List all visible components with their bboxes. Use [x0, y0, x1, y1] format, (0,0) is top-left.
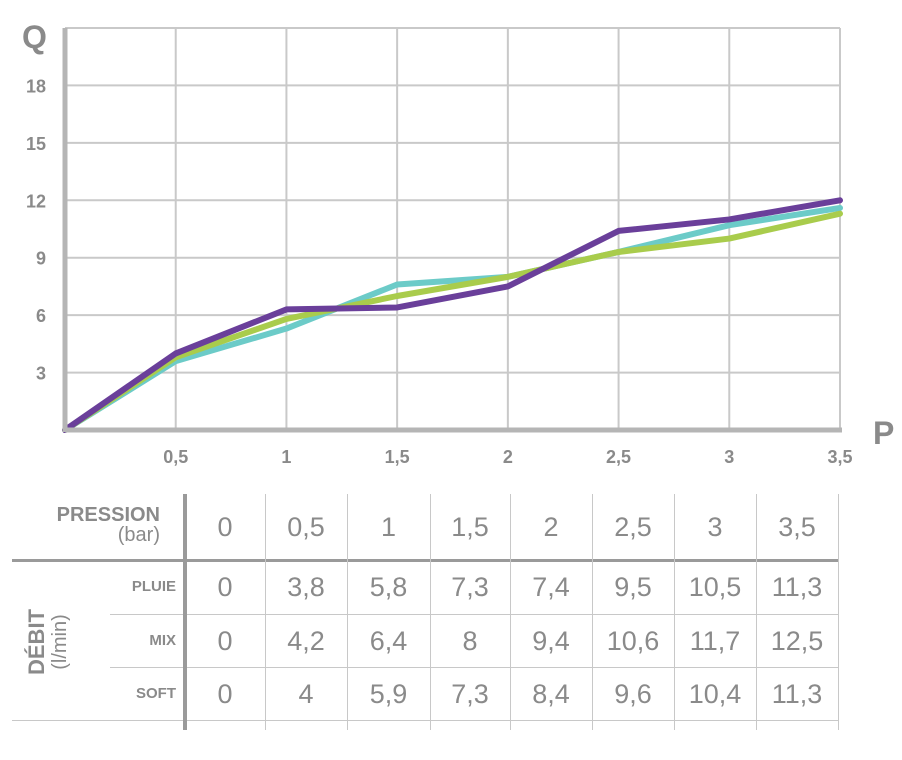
x-tick-label-5: 3: [724, 447, 734, 467]
flow-table: PRESSION (bar) 0 0,5 1 1,5 2 2,5 3 3,5 PLUIE 0 3,8 5,…: [0, 494, 902, 730]
table-cell: 7,3: [451, 572, 489, 602]
col-line-4: [510, 494, 511, 730]
table-cell: 7,4: [532, 572, 570, 602]
y-tick-label-3: 12: [26, 191, 46, 211]
col-line-8: [838, 494, 839, 730]
table-cell: 12,5: [770, 625, 824, 656]
table-cell: 4,2: [287, 625, 325, 656]
col-line-7: [756, 494, 757, 730]
col-line-2: [347, 494, 348, 730]
series-line-2: [62, 197, 843, 433]
row-line-2: [110, 667, 838, 668]
col-line-1: [265, 494, 266, 730]
table-cell: 7,3: [451, 678, 489, 709]
x-tick-label-3: 2: [503, 447, 513, 467]
y-tick-label-4: 15: [26, 134, 46, 154]
table-cell: 8,4: [532, 678, 570, 709]
table-cell: 11,3: [771, 572, 823, 602]
pressure-header-4: 2: [543, 512, 559, 542]
x-tick-label-2: 1,5: [385, 447, 410, 467]
table-cell: 10,4: [688, 678, 742, 709]
pression-unit: (bar): [117, 524, 160, 546]
debit-unit: (l/min): [49, 614, 71, 670]
table-cell: 0: [217, 678, 233, 709]
y-tick-label-2: 9: [36, 249, 46, 269]
series-line-0: [62, 204, 843, 433]
table-cell: 11,3: [771, 678, 823, 709]
row-label-mix: MIX: [149, 631, 176, 649]
table-cell: 3,8: [287, 572, 325, 602]
row-label-pluie: PLUIE: [131, 578, 176, 595]
series-line-1: [62, 210, 843, 433]
table-cell: 5,8: [369, 572, 408, 602]
label-column-separator: [183, 494, 187, 730]
x-tick-label-4: 2,5: [606, 447, 631, 467]
table-cell: 0: [217, 572, 233, 602]
table-cell: 5,9: [369, 678, 408, 709]
table-cell: 8: [462, 625, 478, 656]
x-tick-label-1: 1: [281, 447, 291, 467]
x-axis-label: P: [873, 415, 894, 451]
table-cell: 9,4: [532, 625, 570, 656]
y-axis-label: Q: [22, 19, 47, 55]
pressure-header-3: 1,5: [451, 512, 489, 542]
chart-grid: [65, 27, 841, 430]
x-tick-label-0: 0,5: [163, 447, 188, 467]
table-cell: 10,5: [688, 572, 742, 602]
pressure-header-2: 1: [380, 512, 397, 542]
row-line-1: [110, 614, 838, 615]
debit-title: DÉBIT: [24, 609, 49, 675]
debit-label: DÉBIT (l/min): [24, 609, 71, 675]
col-line-6: [674, 494, 675, 730]
chart-axes: [62, 28, 842, 433]
pressure-header-1: 0,5: [287, 512, 325, 542]
flow-pressure-chart: 3 6 9 12 15 18 0,5 1 1,5 2 2,5 3 3,5 Q P: [22, 19, 894, 467]
y-tick-label-1: 6: [36, 306, 46, 326]
table-cell: 9,5: [614, 572, 652, 602]
table-cell: 0: [217, 625, 233, 656]
pressure-header-0: 0: [217, 512, 233, 542]
table-cell: 10,6: [606, 625, 660, 656]
row-line-3: [12, 720, 838, 721]
y-tick-label-0: 3: [36, 364, 46, 384]
table-cell: 11,7: [689, 625, 741, 656]
pressure-header-5: 2,5: [614, 512, 652, 542]
y-tick-label-5: 18: [26, 76, 46, 96]
pressure-header-7: 3,5: [778, 512, 816, 542]
chart-series: [62, 197, 843, 433]
chart-tick-labels: 3 6 9 12 15 18 0,5 1 1,5 2 2,5 3 3,5: [26, 76, 853, 467]
pressure-header-6: 3: [707, 512, 723, 542]
table-cell: 4: [298, 678, 314, 709]
pression-title: PRESSION: [56, 504, 160, 526]
x-tick-label-6: 3,5: [827, 447, 852, 467]
col-line-5: [592, 494, 593, 730]
table-cell: 6,4: [369, 625, 408, 656]
table-cell: 9,6: [614, 678, 652, 709]
header-separator: [12, 559, 838, 562]
col-line-3: [430, 494, 431, 730]
row-label-soft: SOFT: [136, 684, 176, 702]
